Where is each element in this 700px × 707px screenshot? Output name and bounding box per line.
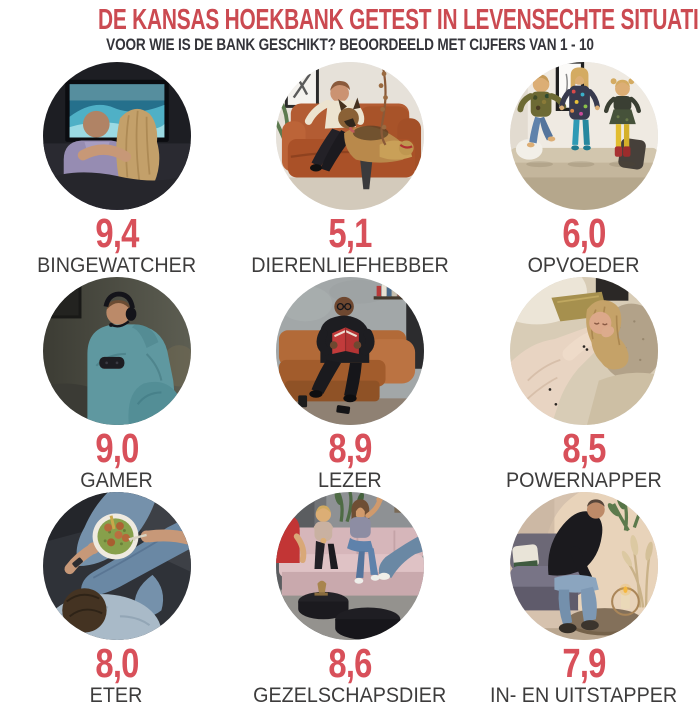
- photo-eter-illustration: [42, 492, 191, 640]
- header: DE KANSAS HOEKBANK GETEST IN LEVENSECHTE…: [0, 0, 700, 54]
- rating-score: 9,0: [94, 425, 139, 471]
- photo-opvoeder-illustration: [509, 62, 658, 210]
- rating-label: LEZER: [318, 469, 382, 492]
- rating-label: POWERNAPPER: [505, 469, 662, 492]
- rating-card-gezelschapsdier: 8,6 GEZELSCHAPSDIER: [233, 492, 467, 707]
- rating-score: 8,5: [561, 425, 606, 471]
- photo-in-en-uitstapper: [509, 492, 658, 640]
- rating-card-dierenliefhebber: 5,1 DIERENLIEFHEBBER: [233, 62, 467, 277]
- rating-card-eter: 8,0 ETER: [0, 492, 233, 707]
- photo-powernapper-illustration: [509, 277, 658, 425]
- photo-lezer-illustration: [276, 277, 424, 425]
- rating-label: OPVOEDER: [527, 254, 640, 277]
- rating-score: 8,9: [328, 425, 372, 471]
- photo-dierenliefhebber: [276, 62, 424, 210]
- rating-card-bingewatcher: 9,4 BINGEWATCHER: [0, 62, 233, 277]
- page-title: DE KANSAS HOEKBANK GETEST IN LEVENSECHTE…: [97, 4, 700, 36]
- photo-dierenliefhebber-illustration: [276, 62, 424, 210]
- rating-score: 8,6: [328, 640, 372, 686]
- rating-label: GEZELSCHAPSDIER: [253, 684, 447, 707]
- photo-eter: [42, 492, 191, 640]
- rating-label: IN- EN UITSTAPPER: [489, 684, 678, 707]
- rating-card-lezer: 8,9 LEZER: [233, 277, 467, 492]
- rating-label: ETER: [90, 684, 143, 707]
- rating-score: 6,0: [561, 210, 606, 256]
- photo-powernapper: [509, 277, 658, 425]
- photo-gezelschapsdier: [276, 492, 424, 640]
- photo-opvoeder: [509, 62, 658, 210]
- photo-gezelschapsdier-illustration: [276, 492, 424, 640]
- rating-score: 7,9: [561, 640, 606, 686]
- rating-card-opvoeder: 6,0 OPVOEDER: [467, 62, 700, 277]
- rating-grid: 9,4 BINGEWATCHER: [0, 62, 700, 707]
- rating-label: GAMER: [80, 469, 153, 492]
- photo-lezer: [276, 277, 424, 425]
- rating-score: 5,1: [328, 210, 372, 256]
- photo-bingewatcher-illustration: [42, 62, 191, 210]
- page-subtitle: VOOR WIE IS DE BANK GESCHIKT? BEOORDEELD…: [106, 35, 594, 54]
- photo-gamer: [42, 277, 191, 425]
- rating-score: 9,4: [94, 210, 139, 256]
- rating-card-in-en-uitstapper: 7,9 IN- EN UITSTAPPER: [467, 492, 700, 707]
- photo-gamer-illustration: [42, 277, 191, 425]
- rating-label: DIERENLIEFHEBBER: [251, 254, 449, 277]
- photo-bingewatcher: [42, 62, 191, 210]
- rating-card-powernapper: 8,5 POWERNAPPER: [467, 277, 700, 492]
- rating-card-gamer: 9,0 GAMER: [0, 277, 233, 492]
- photo-in-en-uitstapper-illustration: [509, 492, 658, 640]
- rating-label: BINGEWATCHER: [36, 254, 197, 277]
- rating-score: 8,0: [94, 640, 139, 686]
